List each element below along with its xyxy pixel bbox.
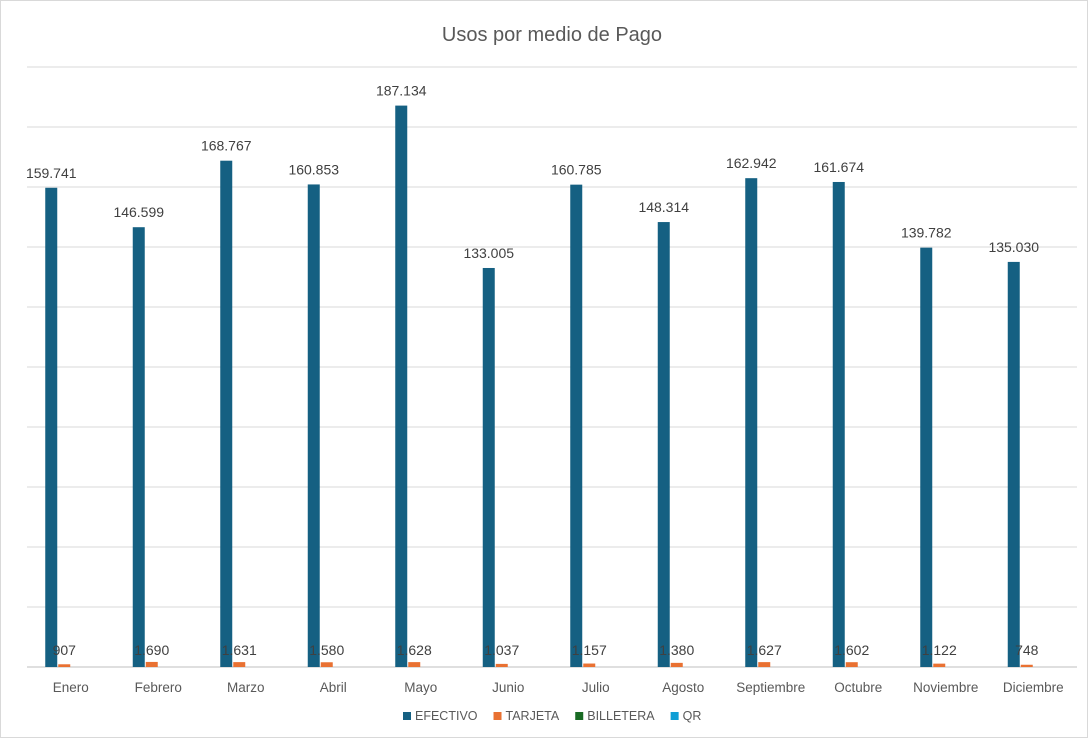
legend-swatch bbox=[403, 712, 411, 720]
bar-efectivo bbox=[307, 184, 320, 668]
data-label-efectivo: 133.005 bbox=[463, 245, 514, 261]
legend-label: BILLETERA bbox=[587, 709, 655, 723]
data-label-efectivo: 161.674 bbox=[813, 159, 864, 175]
bar-tarjeta bbox=[408, 662, 421, 667]
bar-efectivo bbox=[832, 181, 845, 667]
bar-tarjeta bbox=[320, 662, 333, 667]
bar-efectivo bbox=[395, 105, 408, 667]
category-labels: Enero Febrero Marzo Abril Mayo Junio Julio Agos… bbox=[53, 680, 1064, 695]
data-label-tarjeta: 1.157 bbox=[572, 642, 607, 658]
bar-tarjeta bbox=[145, 661, 158, 667]
category-label: Septiembre bbox=[736, 680, 805, 695]
data-label-tarjeta: 748 bbox=[1015, 642, 1039, 658]
category-label: Agosto bbox=[662, 680, 704, 695]
data-label-efectivo: 160.785 bbox=[551, 162, 602, 178]
category-label: Junio bbox=[492, 680, 524, 695]
bar-tarjeta bbox=[933, 663, 946, 667]
legend: EFECTIVO TARJETA BILLETERA QR bbox=[403, 709, 701, 723]
data-label-efectivo: 168.767 bbox=[201, 138, 252, 154]
data-label-tarjeta: 1.580 bbox=[309, 642, 344, 658]
bar-tarjeta bbox=[58, 664, 71, 667]
legend-swatch bbox=[670, 712, 679, 720]
data-label-efectivo: 135.030 bbox=[988, 239, 1039, 255]
legend-label: EFECTIVO bbox=[415, 709, 478, 723]
data-label-tarjeta: 1.380 bbox=[659, 642, 694, 658]
bar-tarjeta bbox=[495, 663, 508, 667]
bar-efectivo bbox=[657, 222, 670, 668]
data-label-efectivo: 159.741 bbox=[26, 165, 77, 181]
data-label-efectivo: 187.134 bbox=[376, 83, 427, 99]
category-label: Octubre bbox=[834, 680, 882, 695]
category-label: Marzo bbox=[227, 680, 265, 695]
bar-efectivo bbox=[45, 187, 58, 668]
category-label: Noviembre bbox=[913, 680, 978, 695]
legend-swatch bbox=[493, 712, 502, 720]
bar-tarjeta bbox=[758, 662, 771, 667]
category-label: Julio bbox=[582, 680, 610, 695]
bar-efectivo bbox=[745, 178, 758, 667]
data-label-tarjeta: 1.631 bbox=[222, 642, 257, 658]
category-label: Enero bbox=[53, 680, 89, 695]
data-label-efectivo: 146.599 bbox=[113, 204, 164, 220]
data-label-tarjeta: 1.037 bbox=[484, 642, 519, 658]
category-label: Diciembre bbox=[1003, 680, 1064, 695]
category-label: Febrero bbox=[135, 680, 182, 695]
category-label: Abril bbox=[320, 680, 347, 695]
data-label-efectivo: 148.314 bbox=[638, 199, 689, 215]
bar-efectivo bbox=[482, 267, 495, 667]
bar-tarjeta bbox=[1020, 664, 1033, 667]
bars bbox=[45, 105, 1033, 668]
bar-efectivo bbox=[1007, 261, 1020, 667]
bar-tarjeta bbox=[583, 663, 596, 667]
data-label-efectivo: 162.942 bbox=[726, 155, 777, 171]
data-label-efectivo: 139.782 bbox=[901, 225, 952, 241]
chart-title: Usos por medio de Pago bbox=[442, 24, 662, 46]
data-label-tarjeta: 1.628 bbox=[397, 642, 432, 658]
bar-tarjeta bbox=[670, 662, 683, 667]
data-label-tarjeta: 1.602 bbox=[834, 642, 869, 658]
data-label-tarjeta: 1.690 bbox=[134, 642, 169, 658]
data-label-tarjeta: 1.627 bbox=[747, 642, 782, 658]
bar-tarjeta bbox=[845, 662, 858, 667]
data-label-efectivo: 160.853 bbox=[288, 161, 339, 177]
category-label: Mayo bbox=[404, 680, 437, 695]
data-labels: 159.741 907 146.599 1.690 168.767 1.631 160.85… bbox=[26, 83, 1039, 658]
data-label-tarjeta: 907 bbox=[53, 642, 77, 658]
bar-efectivo bbox=[570, 184, 583, 667]
legend-label: TARJETA bbox=[506, 709, 560, 723]
gridlines bbox=[27, 66, 1077, 668]
legend-label: QR bbox=[683, 709, 702, 723]
bar-efectivo bbox=[220, 160, 233, 667]
bar-efectivo bbox=[132, 227, 145, 667]
legend-swatch bbox=[575, 712, 584, 720]
bar-tarjeta bbox=[233, 662, 246, 667]
bar-efectivo bbox=[920, 247, 933, 668]
data-label-tarjeta: 1.122 bbox=[922, 642, 957, 658]
